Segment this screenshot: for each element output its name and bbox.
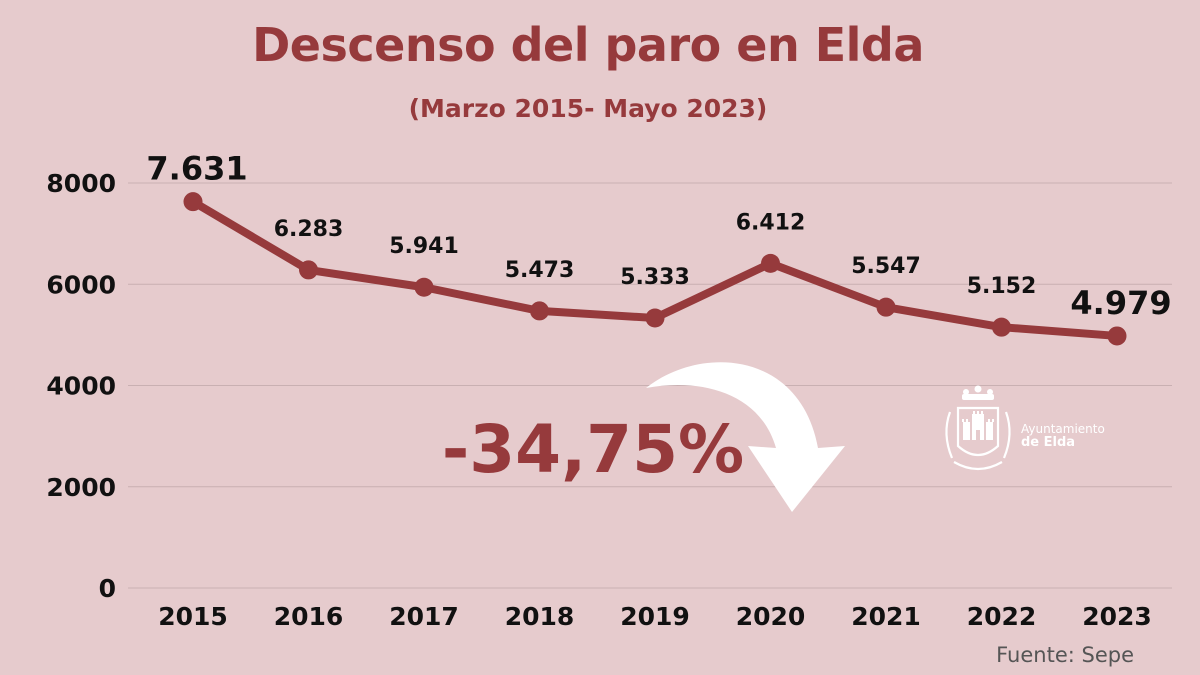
data-point [761, 253, 780, 273]
data-label: 4.979 [1070, 284, 1171, 322]
source-label: Fuente: Sepe [996, 643, 1134, 667]
y-tick-label: 6000 [46, 270, 116, 299]
data-label: 6.412 [736, 210, 806, 235]
logo-line-2: de Elda [1021, 435, 1076, 450]
x-tick-label: 2019 [620, 602, 690, 631]
x-tick-label: 2020 [736, 602, 806, 631]
coat-of-arms-icon [945, 385, 1011, 471]
highlight-percentage: -34,75% [442, 411, 744, 488]
down-arrow-icon [646, 362, 845, 512]
ayuntamiento-logo: Ayuntamiento de Elda [936, 384, 1126, 479]
data-point [1107, 326, 1127, 346]
x-tick-label: 2023 [1082, 602, 1152, 631]
x-tick-label: 2016 [274, 602, 344, 631]
data-point [183, 192, 203, 212]
x-tick-label: 2021 [851, 602, 921, 631]
y-tick-label: 4000 [46, 372, 116, 401]
data-label: 5.152 [967, 274, 1037, 299]
data-point [414, 277, 434, 297]
chart-title: Descenso del paro en Elda [252, 18, 924, 72]
x-tick-label: 2015 [158, 602, 228, 631]
y-tick-label: 8000 [46, 169, 116, 198]
data-label: 5.473 [505, 258, 575, 283]
data-point [876, 297, 896, 317]
x-tick-label: 2022 [967, 602, 1037, 631]
data-label: 5.333 [620, 265, 690, 290]
data-label: 6.283 [274, 217, 344, 242]
logo-line-1: Ayuntamiento [1021, 422, 1105, 436]
data-label: 5.547 [851, 254, 921, 279]
data-point [645, 308, 665, 328]
x-tick-label: 2018 [505, 602, 575, 631]
data-point [992, 317, 1011, 337]
y-tick-label: 2000 [46, 473, 116, 502]
y-tick-label: 0 [99, 574, 116, 603]
x-tick-label: 2017 [389, 602, 459, 631]
data-label: 5.941 [389, 234, 459, 259]
data-label: 7.631 [146, 150, 247, 188]
data-point [299, 260, 318, 280]
chart-subtitle: (Marzo 2015- Mayo 2023) [408, 94, 768, 123]
data-point [530, 301, 549, 321]
